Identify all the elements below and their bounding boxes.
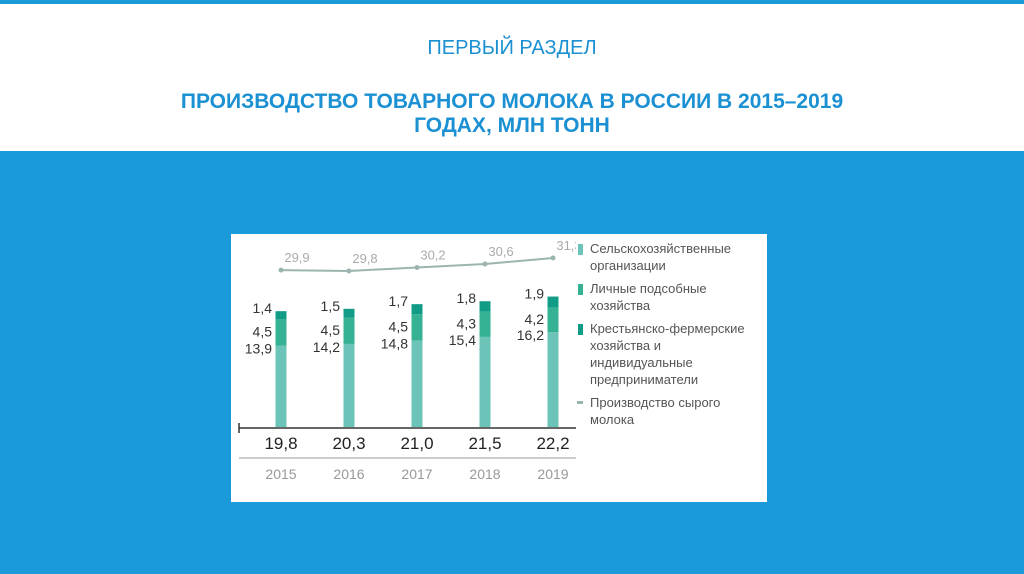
bar-label: 4,2	[525, 311, 545, 327]
line-label: 30,2	[420, 248, 445, 263]
title-line-1: ПРОИЗВОДСТВО ТОВАРНОГО МОЛОКА В РОССИИ В…	[180, 90, 844, 113]
x-tick-label: 2017	[401, 466, 432, 482]
legend-swatch	[578, 324, 583, 335]
bar-label: 15,4	[449, 332, 476, 348]
legend-label: Крестьянско-фермерские хозяйства и индив…	[590, 321, 745, 387]
line-label: 31,3	[556, 238, 576, 253]
bar-label: 1,9	[525, 286, 545, 302]
legend-item-raw-milk: Производство сырого молока	[576, 394, 766, 428]
chart-panel: 13,9 4,5 1,4 19,8 2015 29,9 14,2 4,5 1,5 20,3 2016…	[231, 234, 767, 502]
bar-label: 1,8	[457, 290, 477, 306]
total-label: 21,5	[468, 434, 501, 453]
top-border	[0, 0, 1024, 4]
line-point-2016	[346, 268, 352, 274]
bar-segment-2018-2	[479, 301, 491, 312]
x-tick-label: 2019	[537, 466, 568, 482]
legend-label: Производство сырого молока	[590, 395, 721, 427]
title-line-2: ГОДАХ, МЛН ТОНН	[414, 114, 610, 137]
legend-label: Сельскохозяйственные организации	[590, 241, 732, 273]
bar-segment-2015-0	[275, 345, 287, 427]
bar-label: 14,8	[381, 335, 408, 351]
slide-header: ПЕРВЫЙ РАЗДЕЛ ПРОИЗВОДСТВО ТОВАРНОГО МОЛ…	[0, 4, 1024, 151]
legend-swatch	[578, 284, 583, 295]
slide-title: ПРОИЗВОДСТВО ТОВАРНОГО МОЛОКА В РОССИИ В…	[0, 90, 1024, 138]
bar-segment-2019-2	[547, 296, 559, 308]
legend-swatch	[578, 244, 583, 255]
legend-item-farms: Крестьянско-фермерские хозяйства и индив…	[576, 320, 766, 388]
bar-segment-2015-2	[275, 311, 287, 320]
bar-segment-2017-1	[411, 314, 423, 341]
bar-segment-2017-2	[411, 304, 423, 315]
bar-segment-2017-0	[411, 340, 423, 427]
total-label: 22,2	[536, 434, 569, 453]
line-point-2015	[278, 267, 284, 273]
bar-segment-2018-0	[479, 336, 491, 427]
bar-label: 16,2	[517, 327, 544, 343]
x-tick-label: 2016	[333, 466, 364, 482]
line-point-2018	[482, 261, 488, 267]
x-tick-label: 2018	[469, 466, 500, 482]
bar-label: 1,5	[321, 298, 341, 314]
bar-label: 4,5	[389, 318, 409, 334]
bar-label: 1,7	[389, 293, 409, 309]
bar-label: 4,5	[321, 322, 341, 338]
bar-segment-2016-1	[343, 317, 355, 344]
section-title: ПЕРВЫЙ РАЗДЕЛ	[427, 37, 597, 59]
bar-segment-2016-0	[343, 343, 355, 427]
total-label: 21,0	[400, 434, 433, 453]
bar-label: 14,2	[313, 339, 340, 355]
bar-label: 4,3	[457, 315, 477, 331]
chart-plot: 13,94,51,419,8201529,914,24,51,520,32016…	[238, 238, 576, 482]
legend-item-agri-orgs: Сельскохозяйственные организации	[576, 240, 766, 274]
line-label: 29,9	[284, 250, 309, 265]
bar-label: 1,4	[253, 300, 273, 316]
bar-segment-2019-0	[547, 332, 559, 427]
chart-legend: Сельскохозяйственные организации Личные …	[576, 240, 766, 434]
bar-segment-2015-1	[275, 319, 287, 346]
bar-segment-2019-1	[547, 307, 559, 333]
line-label: 29,8	[352, 251, 377, 266]
legend-item-households: Личные подсобные хозяйства	[576, 280, 766, 314]
bar-segment-2018-1	[479, 311, 491, 337]
bar-label: 13,9	[245, 341, 272, 357]
total-label: 19,8	[264, 434, 297, 453]
bar-segment-2016-2	[343, 308, 355, 318]
legend-line-marker	[577, 401, 583, 404]
bar-label: 4,5	[253, 324, 273, 340]
x-tick-label: 2015	[265, 466, 296, 482]
line-point-2017	[414, 265, 420, 271]
total-label: 20,3	[332, 434, 365, 453]
line-label: 30,6	[488, 244, 513, 259]
legend-label: Личные подсобные хозяйства	[590, 281, 707, 313]
line-point-2019	[550, 255, 556, 261]
